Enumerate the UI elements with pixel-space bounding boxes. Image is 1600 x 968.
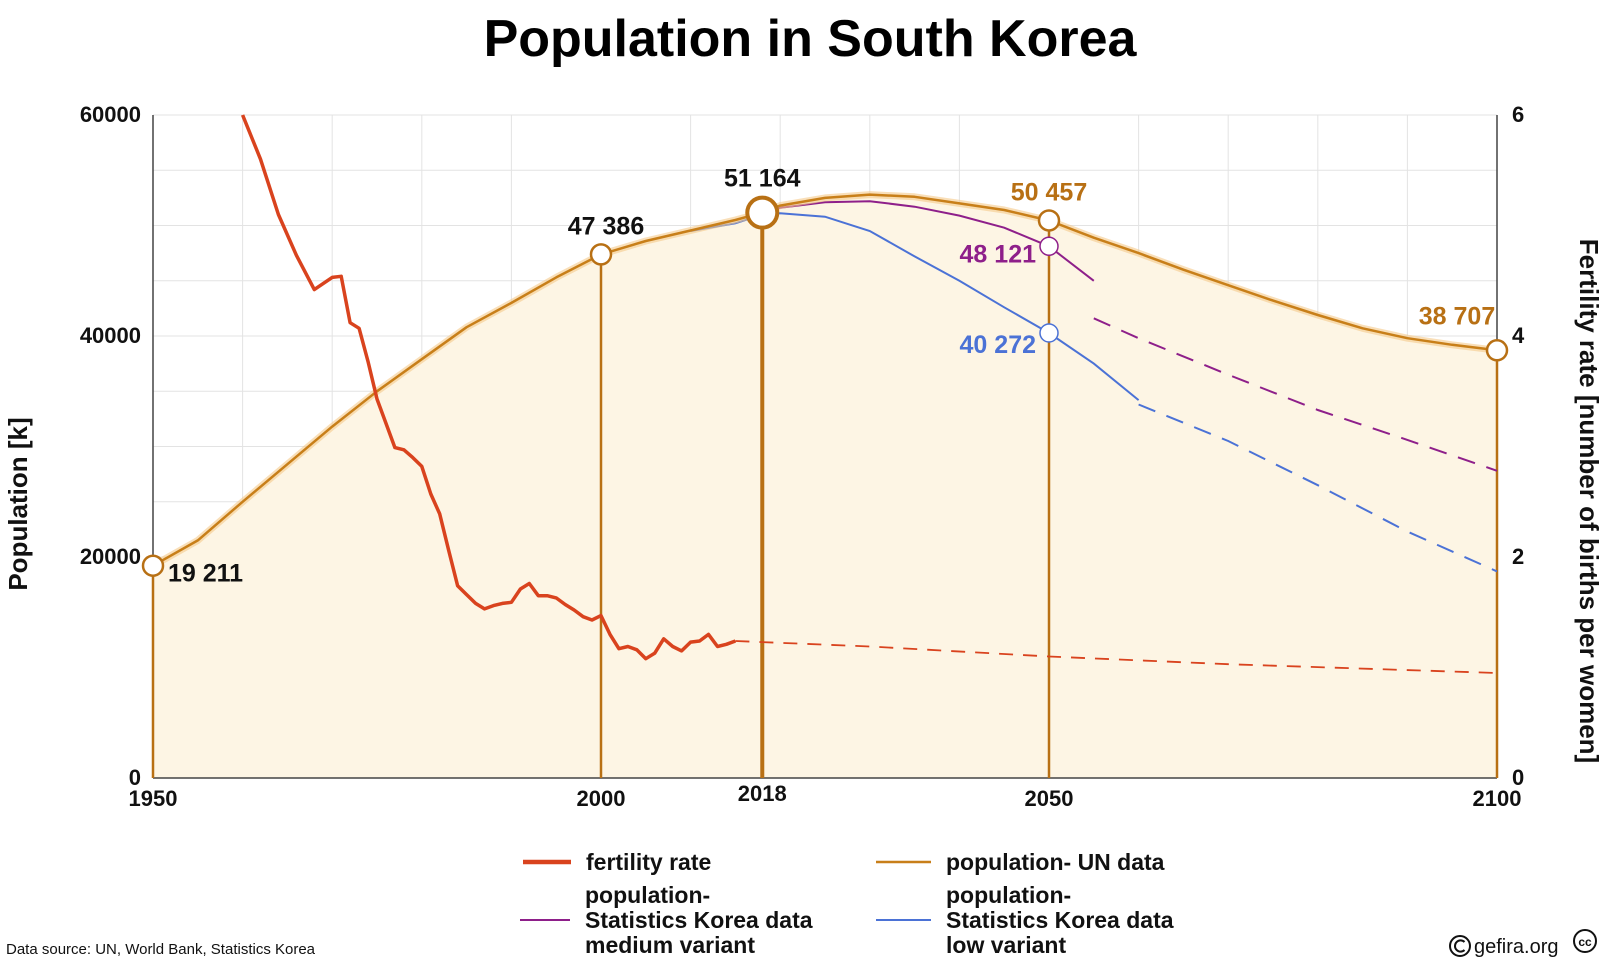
copyright-c-glyph	[1453, 939, 1466, 953]
data-point-low-2050	[1039, 323, 1059, 343]
legend-label-medium: medium variant	[585, 932, 755, 958]
legend-label-medium: Statistics Korea data	[585, 907, 813, 933]
series-medium-variant-projection	[1093, 317, 1498, 472]
legend-label-fertility: fertility rate	[586, 849, 711, 875]
x-tick-label: 1950	[129, 786, 178, 811]
legend-item-un: population- UN data	[876, 849, 1165, 875]
data-point-un-1950	[141, 554, 165, 577]
copyright-icon	[1449, 935, 1471, 957]
legend: fertility rate population- UN data populat…	[520, 849, 1174, 958]
y-tick-label-right: 0	[1512, 765, 1524, 790]
data-point-un-2100	[1485, 339, 1509, 362]
legend-label-un: population- UN data	[946, 849, 1165, 875]
y-tick-label-right: 2	[1512, 544, 1524, 569]
annotation-label: 38 707	[1419, 302, 1495, 330]
data-point-un-2018	[745, 195, 780, 230]
series-fertility-projection	[735, 640, 1498, 674]
series-fertility-line	[240, 114, 737, 661]
brand-credit: gefira.org cc	[1449, 929, 1597, 958]
y-tick-label-left: 40000	[80, 323, 141, 348]
brand-name: gefira.org	[1474, 936, 1559, 958]
series-un-population-line	[152, 193, 1498, 567]
data-point-un-2050	[1037, 209, 1061, 232]
annotation-label: 47 386	[568, 212, 644, 240]
data-point-un-2000	[589, 243, 613, 266]
y-axis-label-right: Fertility rate [number of births per wom…	[1574, 239, 1600, 763]
x-tick-label-2018: 2018	[738, 781, 787, 806]
legend-label-low: population-	[946, 882, 1071, 908]
creative-commons-icon: cc	[1573, 929, 1597, 953]
annotation-label: 51 164	[724, 165, 801, 193]
annotation-label: 48 121	[960, 240, 1037, 268]
y-axis-label-left: Population [k]	[3, 417, 33, 590]
legend-label-low: low variant	[946, 932, 1066, 958]
y-tick-label-left: 60000	[80, 102, 141, 127]
y-tick-label-left: 0	[129, 765, 141, 790]
population-area-fill	[153, 194, 1497, 779]
y-tick-label-left: 20000	[80, 544, 141, 569]
plot-area: 0 20000 40000 60000 0 2 4 6 1950 2000 2050 2100 2018…	[80, 102, 1525, 811]
y-tick-label-right: 6	[1512, 102, 1524, 127]
legend-label-medium: population-	[585, 882, 710, 908]
x-tick-label: 2100	[1473, 786, 1522, 811]
annotation-label: 40 272	[960, 331, 1036, 359]
chart-title: Population in South Korea	[484, 10, 1138, 68]
annotation-label: 50 457	[1011, 178, 1087, 206]
data-point-medium-2050	[1039, 236, 1059, 257]
data-source: Data source: UN, World Bank, Statistics …	[6, 941, 316, 958]
creative-commons-mark: cc	[1578, 935, 1592, 949]
series-low-variant-projection	[1138, 403, 1498, 573]
legend-item-fertility: fertility rate	[523, 849, 711, 875]
y-tick-label-right: 4	[1512, 323, 1525, 348]
x-tick-label: 2050	[1025, 786, 1074, 811]
legend-label-low: Statistics Korea data	[946, 907, 1174, 933]
x-tick-label: 2000	[577, 786, 626, 811]
annotation-label: 19 211	[168, 560, 243, 588]
